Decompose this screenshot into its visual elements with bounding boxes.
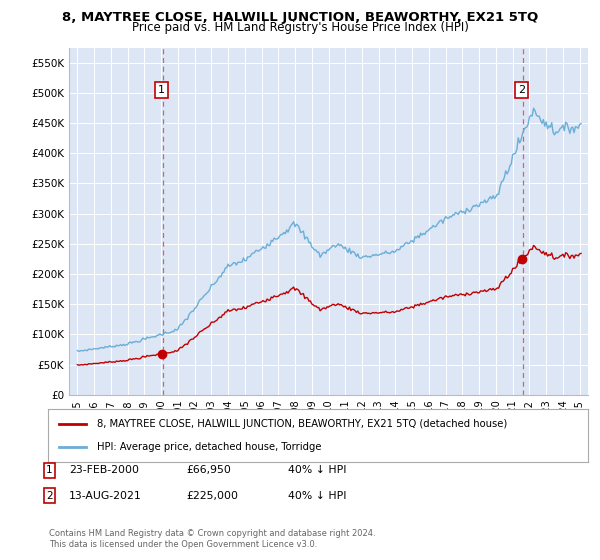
- Text: 2: 2: [518, 85, 525, 95]
- Text: 13-AUG-2021: 13-AUG-2021: [69, 491, 142, 501]
- Text: 23-FEB-2000: 23-FEB-2000: [69, 465, 139, 475]
- Text: 40% ↓ HPI: 40% ↓ HPI: [288, 465, 347, 475]
- Text: 2: 2: [46, 491, 53, 501]
- Text: 8, MAYTREE CLOSE, HALWILL JUNCTION, BEAWORTHY, EX21 5TQ (detached house): 8, MAYTREE CLOSE, HALWILL JUNCTION, BEAW…: [97, 419, 507, 429]
- Text: 1: 1: [46, 465, 53, 475]
- Text: 1: 1: [158, 85, 165, 95]
- Text: Contains HM Land Registry data © Crown copyright and database right 2024.
This d: Contains HM Land Registry data © Crown c…: [49, 529, 376, 549]
- Text: 8, MAYTREE CLOSE, HALWILL JUNCTION, BEAWORTHY, EX21 5TQ: 8, MAYTREE CLOSE, HALWILL JUNCTION, BEAW…: [62, 11, 538, 24]
- Text: 40% ↓ HPI: 40% ↓ HPI: [288, 491, 347, 501]
- Text: £66,950: £66,950: [186, 465, 231, 475]
- Text: HPI: Average price, detached house, Torridge: HPI: Average price, detached house, Torr…: [97, 442, 321, 452]
- Text: Price paid vs. HM Land Registry's House Price Index (HPI): Price paid vs. HM Land Registry's House …: [131, 21, 469, 34]
- Text: £225,000: £225,000: [186, 491, 238, 501]
